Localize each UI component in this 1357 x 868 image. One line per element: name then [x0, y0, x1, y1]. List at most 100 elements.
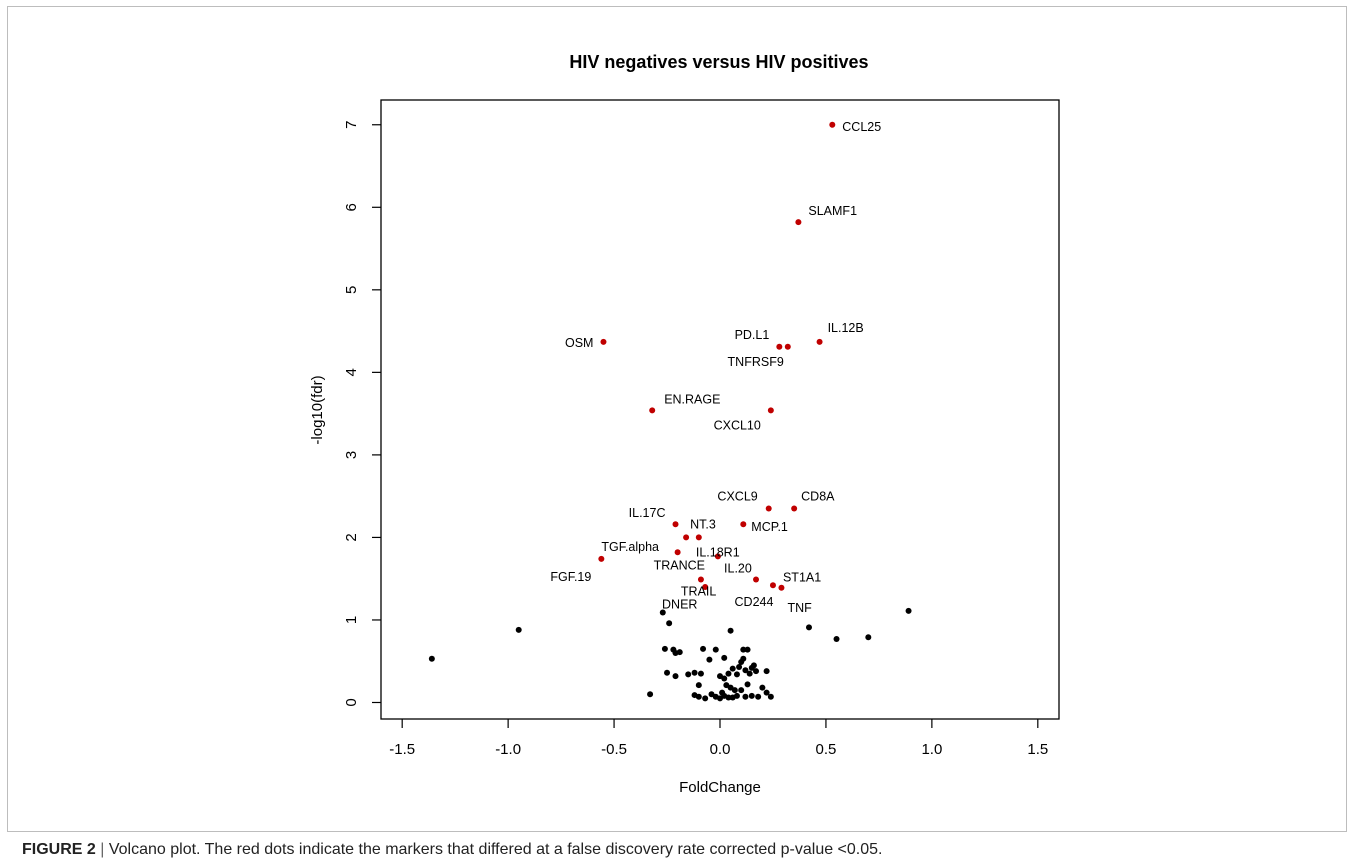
data-point: [733, 671, 740, 678]
data-point: [759, 684, 766, 691]
data-point: [805, 624, 812, 631]
y-tick-label: 1: [343, 616, 360, 624]
significant-point: [697, 576, 704, 583]
point-label: DNER: [662, 597, 697, 611]
significant-point: [791, 505, 798, 512]
data-point: [717, 695, 723, 702]
data-point: [740, 655, 747, 662]
data-point: [659, 609, 666, 616]
data-point: [750, 662, 757, 669]
y-tick-label: 3: [343, 451, 360, 459]
significant-point: [598, 555, 605, 562]
data-point: [664, 669, 671, 676]
significant-point: [702, 583, 709, 590]
significant-point: [784, 343, 791, 350]
data-point: [721, 654, 728, 661]
point-label: CD244: [735, 595, 774, 609]
significant-point: [829, 121, 836, 128]
data-point: [676, 649, 683, 656]
y-tick-label: 4: [343, 368, 360, 376]
point-label: IL.20: [724, 562, 752, 576]
significant-points: [598, 121, 836, 591]
x-tick-label: -1.0: [495, 741, 521, 758]
x-tick-label: 1.0: [921, 741, 942, 758]
significant-point: [695, 534, 702, 541]
data-point: [719, 689, 726, 696]
data-point: [661, 645, 668, 652]
volcano-plot: HIV negatives versus HIV positives -1.5 -…: [309, 52, 1060, 796]
data-point: [763, 668, 770, 675]
y-tick-label: 7: [343, 121, 360, 129]
significant-point: [649, 407, 656, 414]
data-point: [706, 656, 713, 663]
caption-separator: |: [100, 841, 105, 858]
data-point: [833, 635, 840, 642]
x-tick-label: -1.5: [389, 741, 415, 758]
point-labels: CCL25 SLAMF1 IL.12B PD.L1 TNFRSF9 OSM EN.RAGE C…: [550, 120, 881, 615]
data-point: [727, 627, 734, 634]
nonsignificant-points: [428, 607, 912, 702]
significant-point: [600, 338, 607, 345]
point-label: ST1A1: [783, 570, 821, 584]
point-label: OSM: [565, 336, 593, 350]
significant-point: [674, 549, 681, 556]
data-point: [666, 620, 673, 627]
figure-caption: FIGURE 2 | Volcano plot. The red dots in…: [22, 841, 882, 859]
data-point: [748, 692, 755, 699]
point-label: PD.L1: [735, 328, 770, 342]
x-tick-label: -0.5: [601, 741, 627, 758]
data-point: [746, 670, 753, 677]
data-point: [744, 646, 751, 653]
data-point: [729, 665, 736, 672]
significant-point: [714, 553, 721, 560]
y-tick-label: 2: [343, 533, 360, 541]
significant-point: [795, 219, 802, 226]
data-point: [428, 655, 435, 662]
point-label: NT.3: [690, 517, 716, 531]
point-label: TRAIL: [681, 585, 716, 599]
data-point: [712, 646, 719, 653]
point-label: IL.12B: [828, 321, 864, 335]
x-tick-label: 0.0: [710, 741, 731, 758]
significant-point: [765, 505, 772, 512]
x-tick-label: 1.5: [1027, 741, 1048, 758]
significant-point: [683, 534, 690, 541]
y-tick-label: 6: [343, 203, 360, 211]
data-point: [515, 626, 522, 633]
y-axis-label: -log10(fdr): [309, 375, 326, 444]
point-label: CCL25: [842, 120, 881, 134]
point-label: IL.17C: [629, 506, 666, 520]
y-tick-label: 0: [343, 698, 360, 706]
point-label: MCP.1: [751, 520, 788, 534]
point-label: TNFRSF9: [728, 355, 784, 369]
point-label: CXCL9: [717, 490, 757, 504]
data-point: [725, 670, 732, 677]
figure-label: FIGURE 2: [22, 841, 96, 858]
data-point: [721, 675, 728, 682]
data-point: [767, 693, 774, 700]
data-point: [738, 687, 745, 694]
data-point: [736, 664, 743, 671]
data-point: [695, 693, 702, 700]
y-axis: 0 1 2 3 4 5 6 7: [343, 121, 381, 707]
data-point: [731, 687, 738, 694]
data-point: [740, 646, 747, 653]
chart-title: HIV negatives versus HIV positives: [569, 52, 868, 72]
data-point: [753, 668, 760, 675]
data-point: [685, 671, 692, 678]
point-label: CD8A: [801, 490, 835, 504]
data-point: [647, 691, 654, 698]
data-point: [691, 669, 698, 676]
significant-point: [816, 338, 823, 345]
data-point: [744, 681, 751, 688]
point-label: IL.18R1: [696, 545, 740, 559]
significant-point: [740, 521, 747, 528]
data-point: [695, 682, 702, 689]
caption-text: Volcano plot. The red dots indicate the …: [108, 841, 883, 858]
point-label: SLAMF1: [808, 204, 857, 218]
significant-point: [767, 407, 774, 414]
significant-point: [753, 576, 760, 583]
data-point: [755, 693, 762, 700]
point-label: TNF: [787, 601, 812, 615]
point-label: TRANCE: [654, 558, 705, 572]
